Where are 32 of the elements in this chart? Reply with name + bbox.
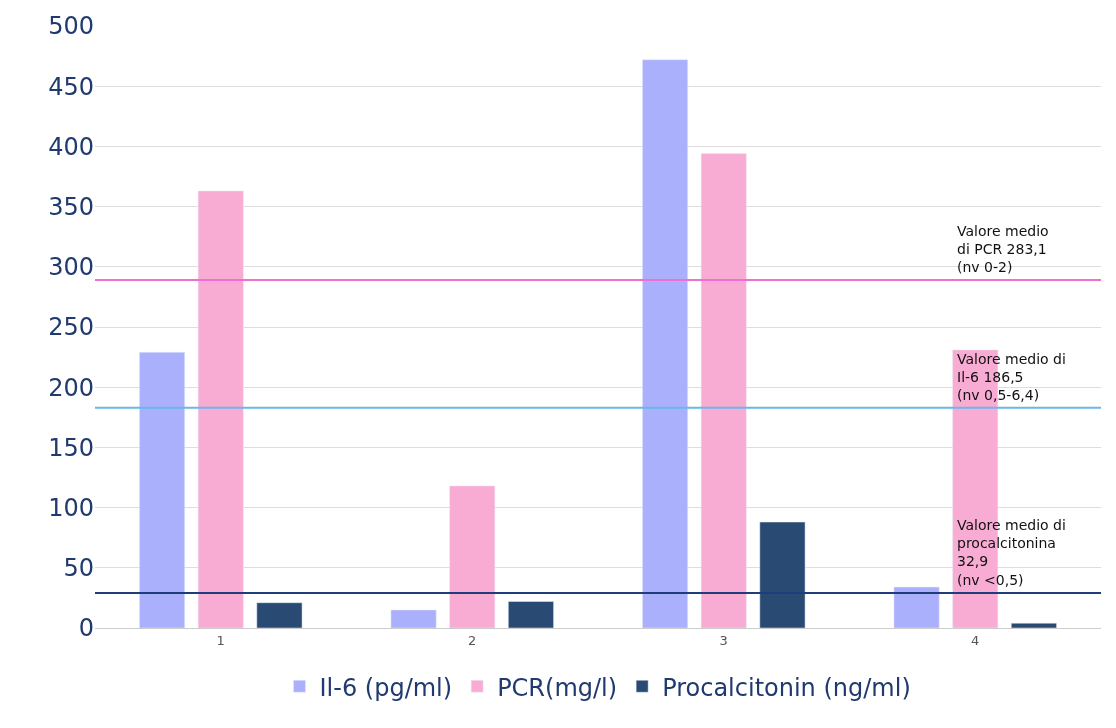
bar <box>893 586 940 628</box>
bar <box>256 602 303 628</box>
y-tick-label: 150 <box>48 433 94 462</box>
x-tick-label: 2 <box>468 632 477 648</box>
y-tick-label: 450 <box>48 72 94 101</box>
ref-line-label: Valore medio di PCR 283,1 (nv 0-2) <box>957 223 1049 276</box>
x-tick-label: 4 <box>971 632 980 648</box>
legend-label: Procalcitonin (ng/ml) <box>662 673 911 702</box>
y-tick-label: 500 <box>48 12 94 41</box>
bar <box>508 601 554 628</box>
ref-line-label: Valore medio di Il-6 186,5 (nv 0,5-6,4) <box>957 351 1066 404</box>
bar <box>449 485 496 628</box>
bar <box>700 153 747 628</box>
y-tick-label: 0 <box>78 614 94 643</box>
bar <box>390 609 437 628</box>
y-tick-label: 50 <box>63 554 94 583</box>
x-tick-label: 1 <box>216 632 225 648</box>
bar <box>197 190 244 628</box>
bar <box>139 352 185 628</box>
y-tick-label: 100 <box>48 494 94 522</box>
y-tick-label: 400 <box>48 132 94 161</box>
x-tick-label: 3 <box>719 632 728 648</box>
ref-line-label: Valore medio di procalcitonina 32,9 (nv <0,5) <box>957 517 1066 588</box>
legend-label: PCR(mg/l) <box>497 673 618 702</box>
y-tick-label: 300 <box>48 253 94 282</box>
y-tick-label: 250 <box>48 313 94 342</box>
bar <box>1011 622 1057 628</box>
y-tick-label: 350 <box>48 193 94 221</box>
bar <box>642 59 688 628</box>
legend-label: Il-6 (pg/ml) <box>319 673 453 702</box>
bar <box>759 521 806 628</box>
y-tick-label: 200 <box>48 373 94 402</box>
